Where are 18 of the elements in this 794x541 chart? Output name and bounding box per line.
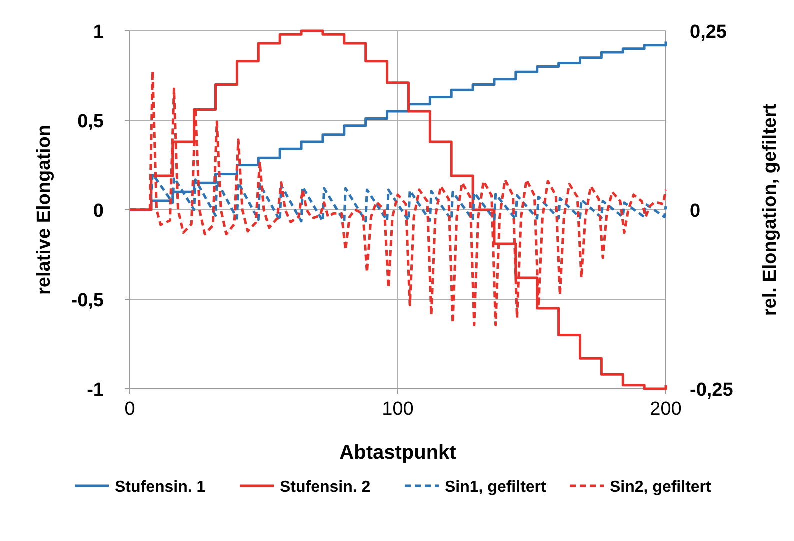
y-tick-label: 0	[93, 201, 104, 222]
legend-label: Sin2, gefiltert	[610, 479, 712, 496]
y-tick-label: 0,5	[78, 112, 104, 132]
legend-label: Stufensin. 1	[115, 479, 206, 496]
y2-tick-label: -0,25	[690, 380, 734, 401]
y-tick-label: -1	[87, 380, 104, 401]
legend-label: Stufensin. 2	[280, 479, 371, 496]
x-tick-label: 0	[124, 399, 136, 420]
y2-axis-title: rel. Elongation, gefiltert	[760, 103, 781, 316]
x-tick-label: 100	[382, 399, 414, 420]
y-tick-label: -0,5	[71, 290, 104, 312]
legend-label: Sin1, gefiltert	[445, 479, 548, 496]
y2-tick-label: 0,25	[690, 22, 728, 43]
y-tick-label: 1	[93, 22, 104, 43]
y-axis-title: relative Elongation	[34, 125, 55, 295]
x-tick-label: 200	[650, 399, 682, 420]
y2-tick-label: 0	[690, 201, 701, 222]
x-axis-title: Abtastpunkt	[340, 442, 457, 464]
